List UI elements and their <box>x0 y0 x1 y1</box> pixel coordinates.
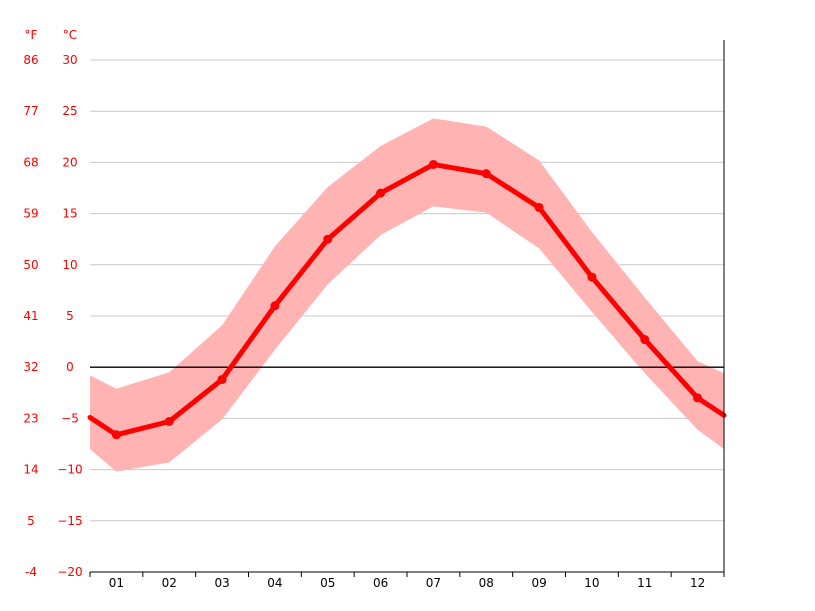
month-tick-label: 10 <box>584 576 599 590</box>
range-band-shape <box>90 118 724 472</box>
fahrenheit-tick-label: 5 <box>27 514 35 528</box>
data-point-03 <box>217 374 227 384</box>
month-tick-label: 06 <box>373 576 388 590</box>
month-tick-label: 11 <box>637 576 652 590</box>
fahrenheit-tick-label: 86 <box>23 53 38 67</box>
data-point-07 <box>428 159 438 169</box>
fahrenheit-tick-label: 41 <box>23 309 38 323</box>
celsius-tick-label: −5 <box>61 411 79 425</box>
fahrenheit-tick-label: 50 <box>23 258 38 272</box>
celsius-tick-label: −20 <box>57 565 82 579</box>
celsius-tick-label: −10 <box>57 463 82 477</box>
fahrenheit-unit-label: °F <box>25 28 38 42</box>
data-point-05 <box>323 234 333 244</box>
fahrenheit-tick-label: 14 <box>23 463 38 477</box>
celsius-tick-label: −15 <box>57 514 82 528</box>
month-tick-label: 03 <box>214 576 229 590</box>
tick-labels: 302520151050−5−10−15−2086776859504132231… <box>23 53 705 590</box>
data-point-02 <box>164 416 174 426</box>
data-point-12 <box>693 393 703 403</box>
month-tick-label: 01 <box>109 576 124 590</box>
celsius-tick-label: 20 <box>62 155 77 169</box>
celsius-unit-label: °C <box>63 28 77 42</box>
month-tick-label: 12 <box>690 576 705 590</box>
month-tick-label: 04 <box>267 576 282 590</box>
temperature-range-band <box>90 118 724 472</box>
month-tick-label: 07 <box>426 576 441 590</box>
axes <box>89 40 725 577</box>
fahrenheit-tick-label: 32 <box>23 360 38 374</box>
fahrenheit-tick-label: 77 <box>23 104 38 118</box>
month-tick-label: 09 <box>531 576 546 590</box>
data-point-04 <box>270 301 280 311</box>
data-point-11 <box>640 335 650 345</box>
celsius-tick-label: 30 <box>62 53 77 67</box>
data-point-06 <box>376 188 386 198</box>
temperature-points <box>111 159 703 440</box>
fahrenheit-tick-label: 68 <box>23 155 38 169</box>
data-point-08 <box>481 169 491 179</box>
data-point-09 <box>534 202 544 212</box>
data-point-10 <box>587 272 597 282</box>
fahrenheit-tick-label: 23 <box>23 411 38 425</box>
celsius-tick-label: 5 <box>66 309 74 323</box>
month-tick-label: 05 <box>320 576 335 590</box>
celsius-tick-label: 10 <box>62 258 77 272</box>
celsius-tick-label: 25 <box>62 104 77 118</box>
month-tick-label: 02 <box>162 576 177 590</box>
temperature-series-line <box>87 161 727 438</box>
fahrenheit-tick-label: -4 <box>25 565 37 579</box>
celsius-tick-label: 0 <box>66 360 74 374</box>
temperature-line <box>87 161 727 438</box>
fahrenheit-tick-label: 59 <box>23 207 38 221</box>
celsius-tick-label: 15 <box>62 207 77 221</box>
month-tick-label: 08 <box>479 576 494 590</box>
data-point-01 <box>111 430 121 440</box>
